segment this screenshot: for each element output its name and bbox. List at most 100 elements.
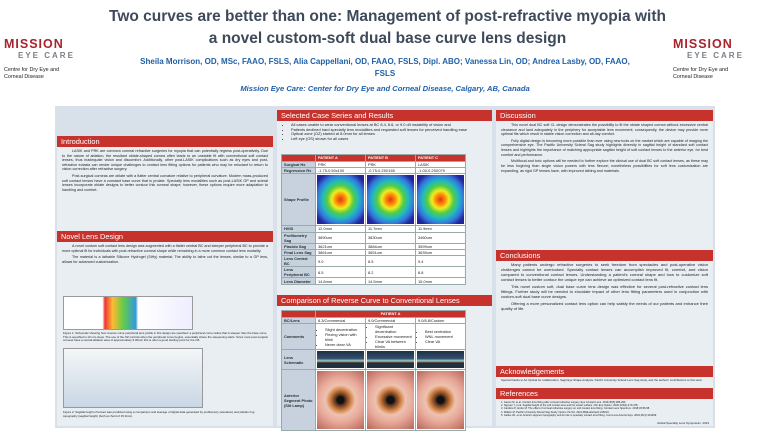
row-label: Lens Peripheral BC: [281, 266, 316, 279]
topography-image: [317, 175, 364, 225]
table-row: HVID 12.0mm 11.7mm 11.9mm: [281, 225, 466, 233]
row-label: Profilometry Sag: [281, 231, 316, 244]
affiliation: Mission Eye Care: Center for Dry Eye and…: [240, 84, 530, 93]
comparison-table: PATIENT A BC/Lens 8.3/Commercial 9.0/Commer…: [281, 310, 466, 431]
section-heading: References: [496, 388, 713, 399]
reference: 5. Gelles JD, et al. Anterior segment to…: [501, 413, 657, 417]
logo-name: MISSION: [673, 37, 733, 51]
figure-caption: Figure 2: Sagittal height of lenses was …: [63, 410, 255, 418]
paragraph: LASIK and PRK are common corneal refract…: [62, 149, 268, 172]
reference: 3. Caroline P, Andre M. The effect of co…: [501, 407, 650, 411]
section-text: Many patients undergo refractive surgeri…: [496, 261, 713, 366]
row-label: Anterior Segment Photo (Slit Lamp): [281, 369, 316, 431]
image-cell: [315, 369, 366, 431]
comment: Never clear VA: [325, 342, 363, 347]
table-row: BC/Lens 8.3/Commercial 9.0/Commercial 9.0/8…: [281, 316, 466, 324]
cell: 9.0: [315, 255, 366, 268]
logo-right: MISSION EYE CARE Centre for Dry Eye and …: [673, 38, 763, 81]
table-row: Placido Sag 3621um 3884um 3599um: [281, 242, 466, 251]
cell: 15.0mm: [415, 277, 466, 285]
table-row: Final Lens Sag 3861um 3651um 3639um: [281, 249, 466, 257]
comparison-table-wrap: PATIENT A BC/Lens 8.3/Commercial 9.0/Commer…: [281, 310, 466, 431]
cell: 8.5: [315, 266, 366, 279]
table-row: Lens Peripheral BC 8.5 8.2 8.8: [281, 266, 466, 279]
paragraph: Many patients undergo refractive surgeri…: [501, 262, 708, 282]
paragraph: This novel dual BC soft CL design demons…: [501, 123, 708, 137]
table-row: Lens Schematic: [281, 349, 466, 370]
cell: 11.9mm: [415, 225, 466, 233]
paragraph: The material is a lathable Silicone Hydr…: [62, 255, 268, 264]
cell: 3639um: [415, 249, 466, 257]
bullet: Patients declined hard specialty lens mo…: [291, 127, 487, 133]
column-middle: Selected Case Series and Results All cas…: [277, 110, 492, 431]
image-cell: [415, 349, 466, 370]
comment: Excessive movement: [375, 334, 413, 339]
image-cell: [315, 173, 366, 227]
cell: Slight decentrationFlexing vision with b…: [315, 323, 366, 350]
poster-body: Introduction LASIK and PRK are common co…: [55, 106, 715, 431]
comment-list: Significant decentrationExcessive moveme…: [368, 325, 413, 349]
section-heading: Acknowledgements: [496, 366, 713, 377]
figure-1: [63, 296, 193, 330]
table-row: Profilometry Sag 3890um 3830um 3460um: [281, 231, 466, 244]
section-heading: Conclusions: [496, 250, 713, 261]
row-label: Regression Rx: [281, 166, 316, 175]
paragraph: Multifocal and toric options will be nee…: [501, 159, 708, 173]
figure-2: [63, 348, 203, 408]
case-table: PATIENT A PATIENT B PATIENT C Surgical Hx PR…: [281, 154, 466, 285]
logo-tagline: Centre for Dry Eye and Corneal Disease: [4, 67, 60, 80]
title: Two curves are better than one: Manageme…: [109, 8, 666, 47]
column-left: Introduction LASIK and PRK are common co…: [57, 136, 273, 426]
section-heading: Selected Case Series and Results: [277, 110, 492, 121]
bullet: Optical zone (OZ) started at 8.0mm for a…: [291, 132, 487, 137]
authors: Sheila Morrison, OD, MSc, FAAO, FSLS, Al…: [140, 57, 630, 78]
lens-schematic: [317, 351, 364, 368]
reference: 2. Nguyen Y, et al. Sagittal height of t…: [501, 404, 639, 408]
row-label: Lens Diameter: [281, 277, 316, 285]
cell: Best centrationWNL movementClear VA: [415, 323, 466, 350]
section-heading: Novel Lens Design: [57, 231, 273, 242]
cell: -1.00-0.25X075: [415, 166, 466, 175]
section-text: A novel custom soft contact lens design …: [57, 242, 273, 288]
eye-photo: [367, 371, 414, 429]
reference: 1. Ivanov M, et al. Contact lens fitting…: [501, 401, 627, 404]
eye-photo: [417, 371, 464, 429]
bullet: Left eye (OS) shown for all cases: [291, 136, 487, 142]
eye-photo: [317, 371, 364, 429]
column-right: Discussion This novel dual BC soft CL de…: [496, 110, 713, 426]
section-text: LASIK and PRK are common corneal refract…: [57, 147, 273, 231]
section-heading: Discussion: [496, 110, 713, 121]
cell: 14.5mm: [365, 277, 416, 285]
table-row: Anterior Segment Photo (Slit Lamp): [281, 369, 466, 431]
logo-sub: EYE CARE: [18, 51, 75, 60]
acknowledgement-text: Special thanks to Art Optical for collab…: [501, 378, 703, 382]
topography-image: [417, 175, 464, 225]
comment: Significant decentration: [375, 325, 413, 335]
cell: 8.2: [365, 266, 416, 279]
comment: Clear VA: [425, 339, 463, 344]
logo-name: MISSION: [4, 37, 64, 51]
paragraph: Offering a more personalized contact len…: [501, 300, 708, 311]
row-label: Lens Schematic: [281, 349, 316, 370]
cell: 8.5: [365, 255, 416, 268]
topography-image: [367, 175, 414, 225]
table-row: Regression Rx -1.75-0.50x100 -0.75-0.25X16…: [281, 166, 466, 175]
cell: 3460um: [415, 231, 466, 244]
paragraph: Fully digital design is becoming more po…: [501, 138, 708, 157]
bullets: All cases unable to wear conventional le…: [287, 122, 487, 142]
case-table-wrap: PATIENT A PATIENT B PATIENT C Surgical Hx PR…: [281, 154, 466, 285]
lens-schematic: [417, 351, 464, 368]
comment: Slight decentration: [325, 327, 363, 332]
bullet: All cases unable to wear conventional le…: [291, 122, 487, 128]
image-cell: [365, 349, 416, 370]
table-row: Lens Diameter 14.8mm 14.5mm 15.0mm: [281, 277, 466, 285]
paragraph: This novel custom soft, dual base curve …: [501, 283, 708, 299]
comment: WNL movement: [425, 334, 463, 339]
row-label: Final Lens Sag: [281, 249, 316, 257]
image-cell: [415, 173, 466, 227]
cell: 9.4: [415, 255, 466, 268]
reference: 4. Walker M. Pacific University Scleral …: [501, 410, 610, 414]
comment: Best centration: [425, 329, 463, 334]
row-label: Comments: [281, 323, 316, 350]
